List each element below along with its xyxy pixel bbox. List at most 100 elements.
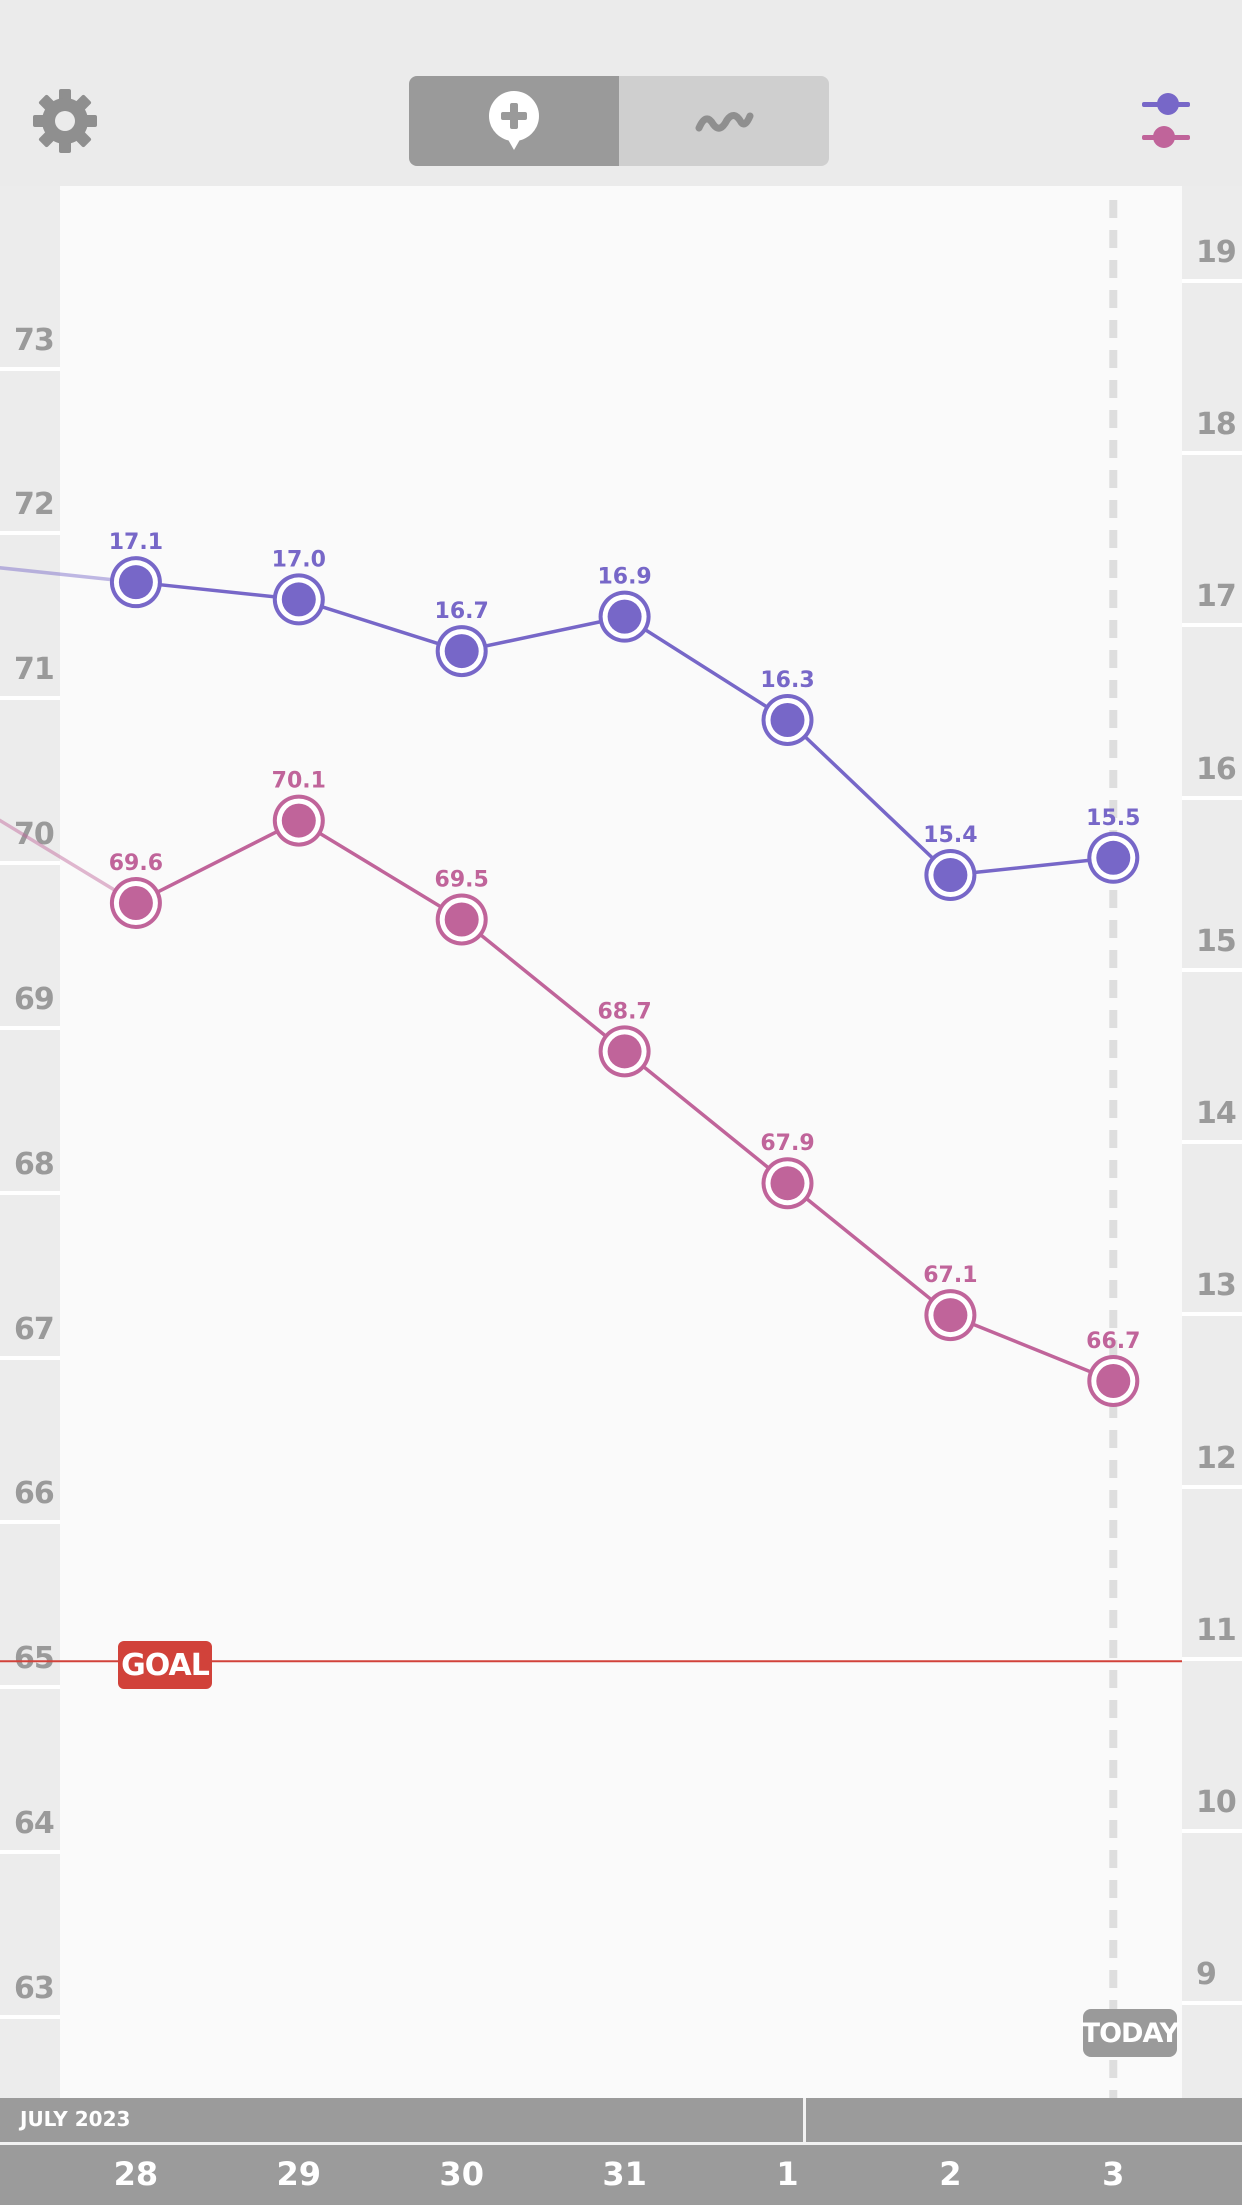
point-core [933, 858, 968, 893]
series-left-data-label: 70.1 [272, 769, 326, 794]
point-core [281, 803, 316, 838]
point-core [933, 1298, 968, 1333]
right-tick-line [1182, 1140, 1242, 1145]
right-tick-label: 15 [1196, 923, 1237, 959]
series-toggle-icon[interactable] [1142, 88, 1198, 154]
left-tick-label: 64 [14, 1806, 55, 1842]
month-bar [0, 2098, 1242, 2142]
point-core [607, 599, 642, 634]
right-tick-label: 9 [1196, 1957, 1217, 1993]
series-left-segment-faded [0, 818, 137, 905]
right-tick-label: 10 [1196, 1785, 1237, 1821]
right-tick-line [1182, 1312, 1242, 1317]
trend-tab[interactable] [619, 76, 829, 166]
series-left-data-label: 69.6 [109, 851, 163, 876]
today-badge[interactable]: TODAY [1082, 2009, 1179, 2057]
point-core [770, 1166, 805, 1201]
point-core [118, 565, 153, 600]
day-label[interactable]: 27 [0, 2155, 13, 2193]
add-entry-icon [489, 91, 539, 150]
left-tick-line [0, 1025, 60, 1030]
right-tick-label: 18 [1196, 407, 1237, 443]
series-right-point [435, 625, 488, 678]
series-left-point [924, 1289, 977, 1342]
day-label[interactable]: 1 [776, 2155, 799, 2193]
series-left-point [598, 1025, 651, 1078]
left-tick-line [0, 531, 60, 536]
left-tick-line [0, 1685, 60, 1690]
day-label[interactable]: 3 [1102, 2155, 1125, 2193]
left-tick-label: 63 [14, 1970, 55, 2006]
point-core [444, 634, 479, 669]
series-right-data-label: 16.7 [435, 599, 489, 624]
point-core [281, 582, 316, 617]
series-left-data-label: 67.1 [923, 1263, 977, 1288]
date-axis-separator [0, 2142, 1242, 2145]
series-right-point [272, 573, 325, 626]
left-tick-line [0, 861, 60, 866]
left-tick-line [0, 696, 60, 701]
right-tick-line [1182, 1656, 1242, 1661]
left-tick-line [0, 2014, 60, 2019]
right-tick-label: 17 [1196, 579, 1237, 615]
series-left-point [272, 794, 325, 847]
left-tick-label: 68 [14, 1146, 55, 1182]
series-right-point [924, 849, 977, 902]
series-right-point [1087, 831, 1140, 884]
series-right-data-label: 17.0 [272, 547, 326, 572]
left-tick-line [0, 1190, 60, 1195]
series-right-data-label: 15.4 [923, 823, 977, 848]
plot-area [60, 186, 1182, 2098]
right-tick-label: 19 [1196, 234, 1237, 270]
point-core [607, 1034, 642, 1069]
add-entry-tab[interactable] [409, 76, 619, 166]
series-right-data-label: 16.9 [597, 565, 651, 590]
series-left-point [761, 1157, 814, 1210]
left-tick-line [0, 1355, 60, 1360]
series-left-data-label: 67.9 [760, 1131, 814, 1156]
month-label: JULY 2023 [20, 2107, 131, 2131]
day-label[interactable]: 2 [939, 2155, 962, 2193]
month-divider [803, 2098, 806, 2142]
series-left-data-label: 69.5 [435, 867, 489, 892]
right-tick-line [1182, 451, 1242, 456]
series-left-data-label: 66.7 [1086, 1329, 1140, 1354]
left-tick-label: 73 [14, 322, 55, 358]
day-label[interactable]: 28 [113, 2155, 159, 2193]
right-tick-label: 11 [1196, 1612, 1237, 1648]
left-tick-label: 66 [14, 1476, 55, 1512]
right-tick-label: 13 [1196, 1268, 1237, 1304]
day-bar [0, 2145, 1242, 2205]
point-core [1096, 1364, 1131, 1398]
right-tick-line [1182, 278, 1242, 283]
series-right-point [598, 590, 651, 643]
series-right-point [109, 556, 162, 609]
left-tick-label: 70 [14, 817, 55, 853]
goal-badge: GOAL [118, 1641, 212, 1689]
left-tick-line [0, 1850, 60, 1855]
left-tick-label: 72 [14, 487, 55, 523]
series-left-point [1087, 1355, 1140, 1407]
right-tick-line [1182, 1829, 1242, 1834]
series-right-point [761, 693, 814, 746]
day-label[interactable]: 30 [439, 2155, 484, 2193]
left-axis [0, 186, 60, 2098]
day-label[interactable]: 31 [602, 2155, 647, 2193]
left-tick-line [0, 1520, 60, 1525]
series-right-data-label: 16.3 [760, 668, 814, 693]
trend-wave-icon [695, 112, 754, 132]
day-label[interactable]: 29 [276, 2155, 322, 2193]
series-left-point [109, 877, 162, 929]
right-tick-label: 12 [1196, 1440, 1237, 1476]
right-tick-line [1182, 1484, 1242, 1489]
series-right-segment-faded [0, 566, 137, 584]
left-tick-label: 71 [14, 652, 55, 688]
right-tick-label: 14 [1196, 1096, 1237, 1132]
point-core [770, 702, 805, 737]
left-tick-label: 65 [14, 1641, 55, 1677]
point-core [1096, 840, 1131, 875]
gear-icon[interactable] [32, 88, 98, 154]
series-left-data-label: 68.7 [597, 999, 651, 1024]
series-right-data-label: 15.5 [1086, 806, 1140, 831]
